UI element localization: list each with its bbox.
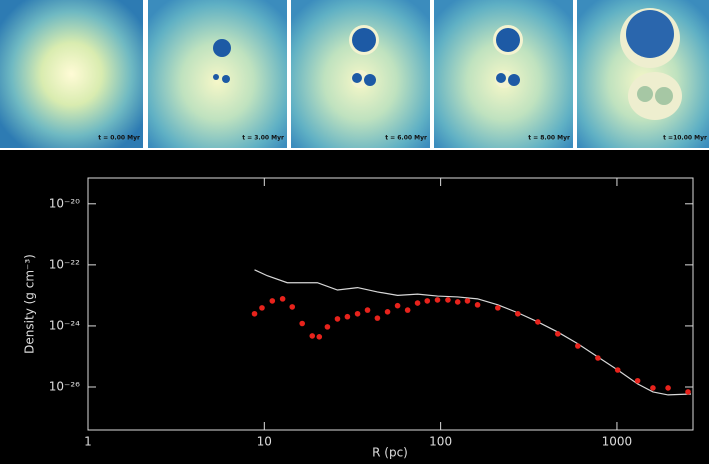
data-point [535,319,541,325]
data-point [474,302,481,308]
data-point [251,310,258,317]
data-point [495,305,501,311]
data-point [279,296,286,302]
data-point [394,302,401,309]
data-point [454,299,461,305]
panel-label: t = 8.00 Myr [528,135,570,142]
data-line [254,269,692,396]
x-tick-label: 10 [257,435,272,449]
data-point [374,315,381,321]
data-point [414,300,421,306]
data-point [309,333,316,339]
panel: t = 3.00 Myr [148,0,287,148]
x-tick-label: 1000 [602,435,633,449]
data-point [364,307,371,313]
data-point [324,324,331,330]
data-point [665,385,671,391]
data-point [445,297,451,303]
panel-label: t = 6.00 Myr [385,135,427,142]
data-point [650,385,656,391]
y-tick-label: 10⁻²⁴ [49,318,80,332]
data-point [384,309,391,315]
data-point [685,389,691,395]
panel: t =10.00 Myr [577,0,709,148]
data-point [404,307,411,313]
y-tick-label: 10⁻²⁰ [49,196,80,210]
panel: t = 0.00 Myr [0,0,143,148]
plot-frame [87,177,694,431]
x-tick-label: 100 [429,435,452,449]
data-point [434,297,441,303]
data-point [424,298,431,304]
data-point [334,316,341,322]
data-point [316,334,323,340]
data-point [259,305,265,311]
data-point [575,343,581,349]
data-point [354,310,361,317]
x-axis-label: R (pc) [372,446,408,460]
data-point [515,310,521,317]
y-axis-label: Density (g cm⁻³) [23,254,37,354]
data-point [614,367,621,373]
data-point [464,298,471,304]
x-tick-label: 1 [84,435,92,449]
y-tick-label: 10⁻²² [49,257,80,271]
panel: t = 8.00 Myr [434,0,573,148]
data-point [595,355,601,361]
data-point [269,298,276,304]
plot-background [0,150,709,464]
data-point [555,331,561,337]
y-tick-label: 10⁻²⁶ [49,379,80,393]
panel-label: t = 0.00 Myr [98,135,140,142]
data-point [299,320,305,327]
panel: t = 6.00 Myr [291,0,430,148]
panel-label: t = 3.00 Myr [242,135,284,142]
data-point [634,377,641,384]
data-point [289,304,296,310]
panel-label: t =10.00 Myr [663,135,707,142]
data-point [344,313,351,320]
